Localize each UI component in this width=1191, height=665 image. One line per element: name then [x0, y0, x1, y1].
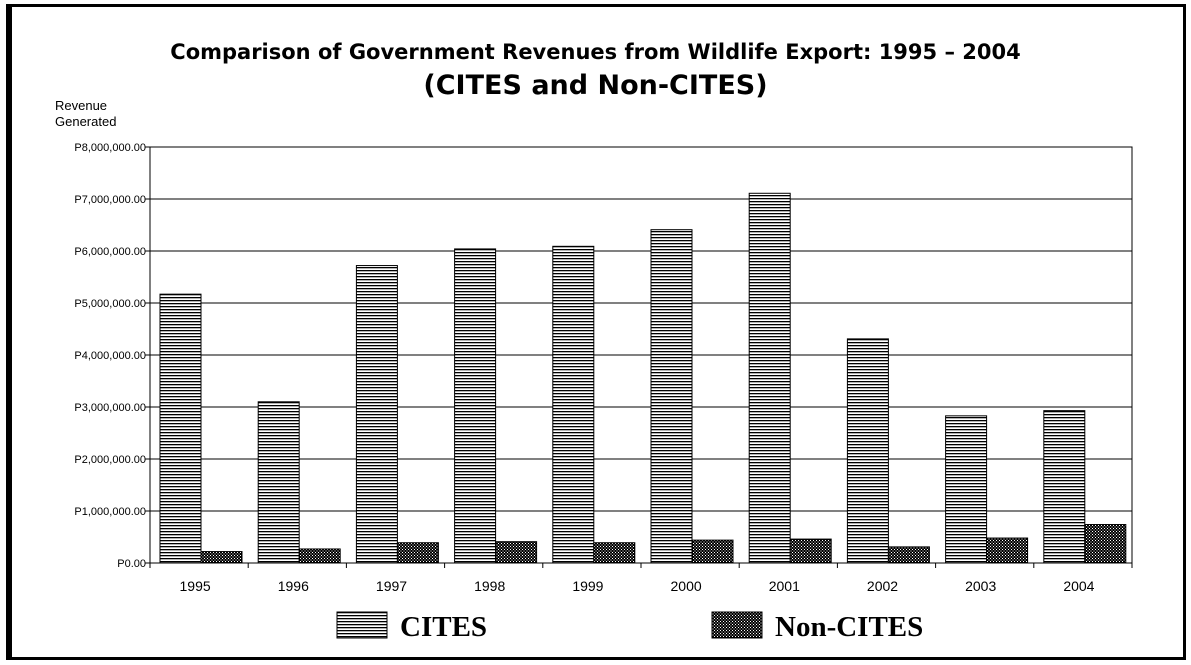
x-tick-label: 1996: [278, 578, 309, 594]
y-tick-label: P3,000,000.00: [74, 402, 146, 414]
y-tick-label: P5,000,000.00: [74, 298, 146, 310]
bar-cites: [846, 338, 889, 564]
x-tick-label: 1997: [376, 578, 407, 594]
bar-non-cites: [986, 537, 1029, 564]
y-tick-label: P2,000,000.00: [74, 454, 146, 466]
chart-subtitle: (CITES and Non-CITES): [423, 70, 768, 101]
bar-cites: [159, 293, 202, 564]
legend-swatch-non-cites: [711, 611, 763, 639]
bar-cites: [454, 248, 497, 564]
bar-cites: [945, 415, 988, 564]
x-tick-label: 1995: [180, 578, 211, 594]
y-tick-label: P6,000,000.00: [74, 246, 146, 258]
y-tick-label: P4,000,000.00: [74, 350, 146, 362]
bar-non-cites: [691, 539, 734, 564]
x-tick-label: 1999: [572, 578, 603, 594]
bar-cites: [552, 245, 595, 564]
bar-cites: [650, 229, 693, 564]
legend-label-non-cites: Non-CITES: [775, 611, 923, 643]
bar-cites: [257, 401, 300, 564]
bar-non-cites: [298, 548, 341, 564]
bars: [159, 192, 1127, 564]
bar-non-cites: [200, 551, 243, 564]
legend: CITES Non-CITES: [336, 611, 923, 643]
x-tick-label: 1998: [474, 578, 505, 594]
chart-title: Comparison of Government Revenues from W…: [170, 40, 1021, 64]
y-tick-label: P0.00: [117, 558, 146, 570]
y-tick-label: P8,000,000.00: [74, 142, 146, 154]
bar-non-cites: [789, 538, 832, 564]
y-tick-label: P7,000,000.00: [74, 194, 146, 206]
legend-label-cites: CITES: [400, 611, 487, 643]
plot-area-border: [149, 146, 1133, 564]
bar-non-cites: [1084, 524, 1127, 564]
y-axis-ticks: P0.00 P1,000,000.00 P2,000,000.00 P3,000,00…: [74, 142, 150, 570]
x-tick-label: 2000: [671, 578, 702, 594]
bar-non-cites: [887, 546, 930, 564]
y-tick-label: P1,000,000.00: [74, 506, 146, 518]
y-axis-label: Revenue Generated: [55, 98, 117, 129]
x-tick-label: 2004: [1063, 578, 1094, 594]
x-tick-label: 2002: [867, 578, 898, 594]
x-tick-label: 2001: [769, 578, 800, 594]
bar-non-cites: [593, 542, 636, 564]
bar-non-cites: [495, 541, 538, 564]
bar-cites: [748, 192, 791, 564]
bar-non-cites: [396, 542, 439, 564]
x-axis-ticks: 1995 1996 1997 1998 1999 2000 2001 2002 2003 2004: [149, 563, 1133, 594]
x-tick-label: 2003: [965, 578, 996, 594]
legend-swatch-cites: [336, 611, 388, 639]
bar-cites: [1043, 410, 1086, 564]
bar-cites: [355, 265, 398, 564]
